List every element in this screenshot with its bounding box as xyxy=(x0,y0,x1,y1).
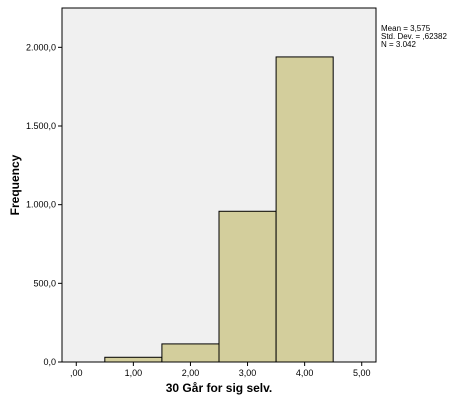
y-axis-title: Frequency xyxy=(8,154,22,215)
x-tick-label: 3,00 xyxy=(239,368,257,378)
x-tick-label: 1,00 xyxy=(125,368,143,378)
stats-n: N = 3.042 xyxy=(381,40,416,49)
histogram-bar-3 xyxy=(218,210,277,363)
histogram-bar-4 xyxy=(275,56,334,363)
histogram-bar-1 xyxy=(104,356,163,363)
y-tick-label: 1.000,0 xyxy=(26,200,56,210)
x-tick-label: 2,00 xyxy=(182,368,200,378)
x-tick-label: ,00 xyxy=(70,368,83,378)
y-tick-label: 1.500,0 xyxy=(26,121,56,131)
y-tick-label: 500,0 xyxy=(33,278,56,288)
histogram-bar-2 xyxy=(161,343,220,363)
bars-group xyxy=(104,56,334,363)
y-tick-label: 2.000,0 xyxy=(26,42,56,52)
x-tick-label: 5,00 xyxy=(353,368,371,378)
stats-box: Mean = 3,575 Std. Dev. = ,62382 N = 3.04… xyxy=(381,24,447,49)
x-tick-label: 4,00 xyxy=(296,368,314,378)
stats-mean: Mean = 3,575 xyxy=(381,24,431,33)
x-axis: ,00 1,00 2,00 3,00 4,00 5,00 xyxy=(70,362,370,378)
x-axis-title: 30 Går for sig selv. xyxy=(166,381,273,395)
y-tick-label: 0,0 xyxy=(43,357,56,367)
stats-std-dev: Std. Dev. = ,62382 xyxy=(381,32,447,41)
y-axis: 0,0 500,0 1.000,0 1.500,0 2.000,0 xyxy=(26,42,62,367)
